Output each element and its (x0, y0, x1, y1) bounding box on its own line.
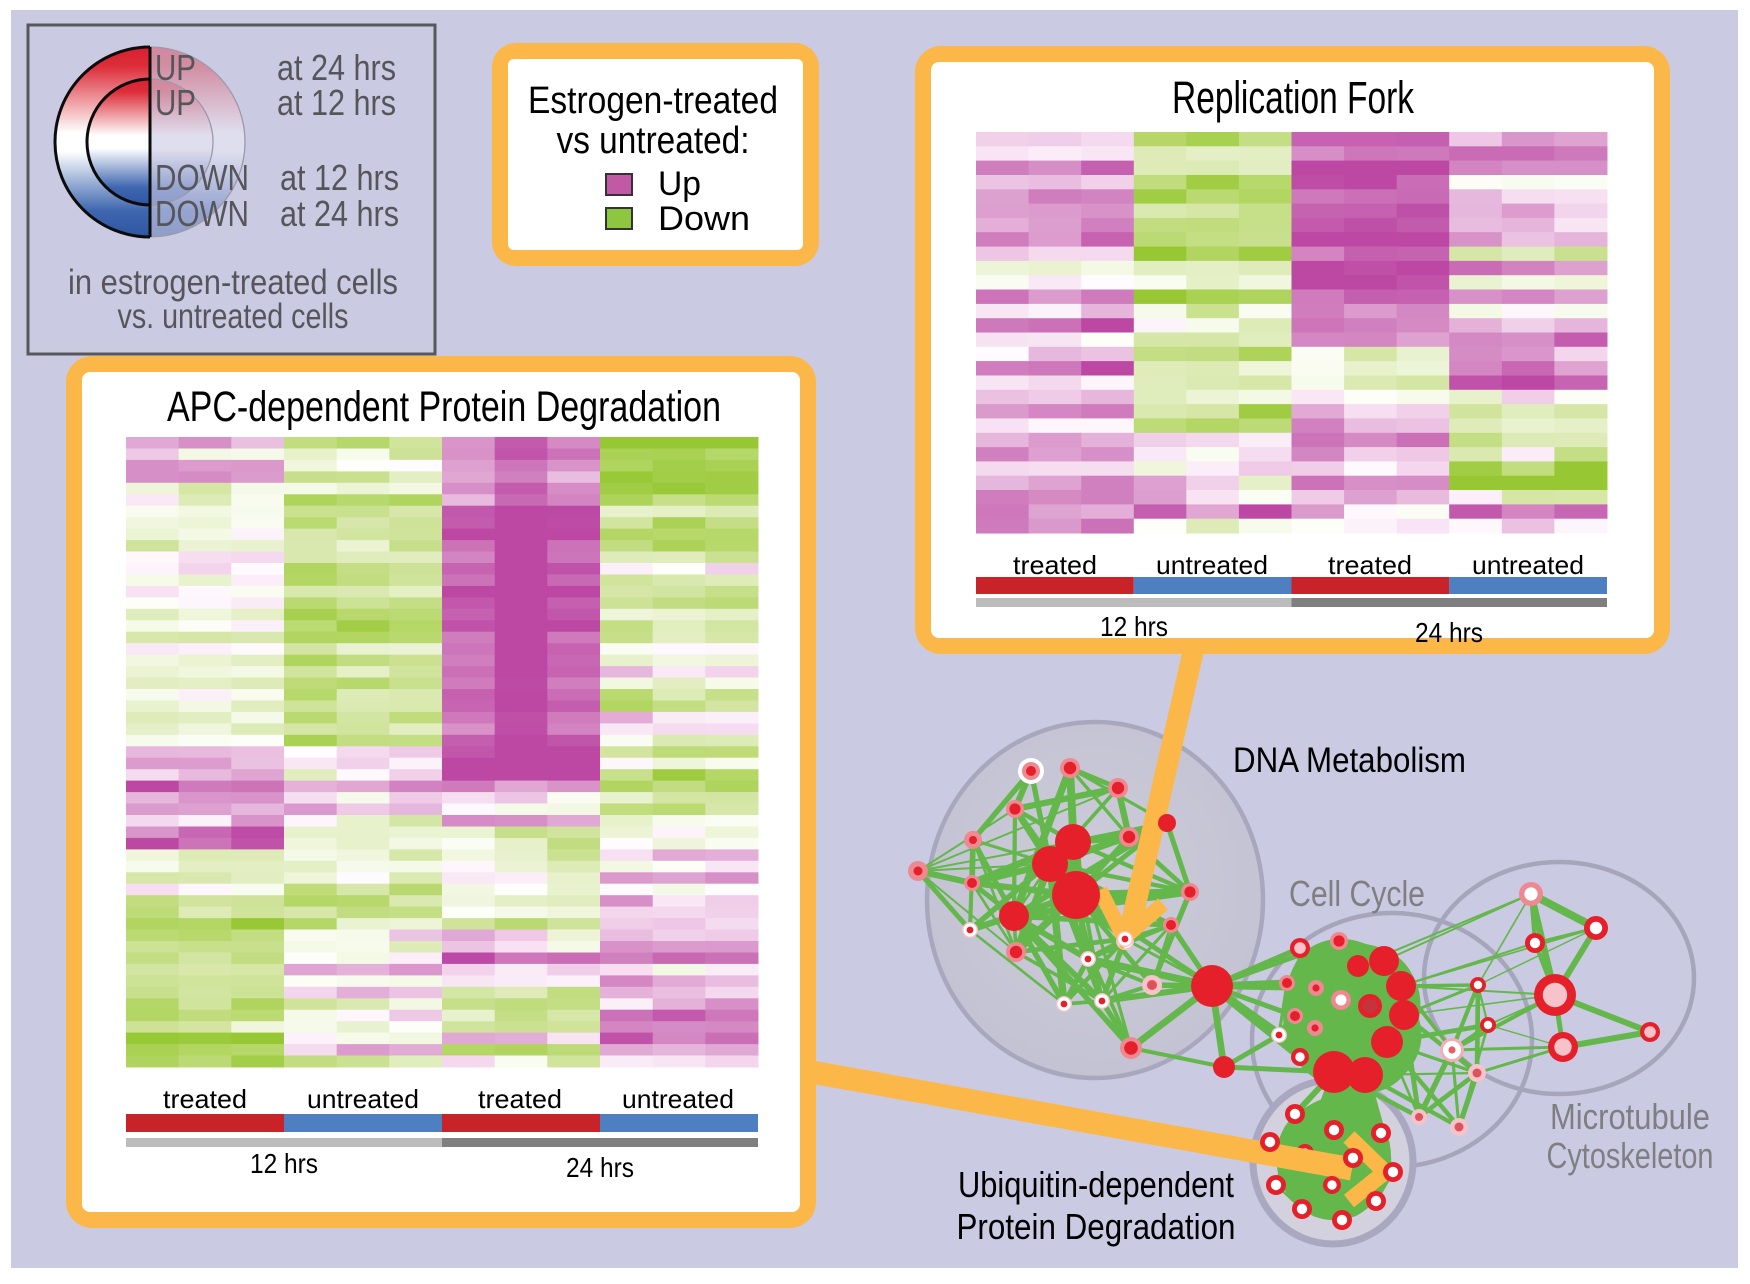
svg-text:12 hrs: 12 hrs (250, 1148, 318, 1179)
svg-text:vs untreated:: vs untreated: (557, 120, 750, 162)
svg-text:treated: treated (1328, 550, 1412, 580)
svg-text:UP: UP (155, 47, 196, 88)
svg-text:Replication Fork: Replication Fork (1172, 72, 1414, 123)
svg-text:APC-dependent Protein Degradat: APC-dependent Protein Degradation (167, 383, 721, 431)
svg-text:24 hrs: 24 hrs (566, 1152, 634, 1183)
svg-text:untreated: untreated (307, 1084, 419, 1114)
svg-text:untreated: untreated (622, 1084, 734, 1114)
svg-text:untreated: untreated (1472, 550, 1584, 580)
svg-text:DOWN: DOWN (155, 193, 249, 234)
svg-text:at 24 hrs: at 24 hrs (277, 47, 396, 88)
svg-text:treated: treated (478, 1084, 562, 1114)
svg-text:Protein Degradation: Protein Degradation (957, 1206, 1236, 1247)
svg-text:in estrogen-treated cells: in estrogen-treated cells (68, 263, 398, 302)
svg-text:Ubiquitin-dependent: Ubiquitin-dependent (958, 1164, 1234, 1205)
svg-text:Down: Down (658, 200, 750, 238)
svg-text:treated: treated (163, 1084, 247, 1114)
svg-text:Estrogen-treated: Estrogen-treated (528, 80, 778, 122)
svg-text:at 24 hrs: at 24 hrs (280, 193, 399, 234)
svg-text:at 12 hrs: at 12 hrs (277, 82, 396, 123)
svg-text:Microtubule: Microtubule (1550, 1096, 1710, 1137)
svg-text:Up: Up (658, 165, 701, 203)
svg-text:treated: treated (1013, 550, 1097, 580)
svg-text:at 12 hrs: at 12 hrs (280, 157, 399, 198)
svg-text:12 hrs: 12 hrs (1100, 611, 1168, 642)
svg-text:Cell Cycle: Cell Cycle (1289, 873, 1425, 914)
svg-text:vs. untreated cells: vs. untreated cells (118, 297, 349, 336)
svg-text:UP: UP (155, 82, 196, 123)
svg-text:24 hrs: 24 hrs (1415, 617, 1483, 648)
svg-text:DOWN: DOWN (155, 157, 249, 198)
svg-text:untreated: untreated (1156, 550, 1268, 580)
svg-text:DNA Metabolism: DNA Metabolism (1233, 741, 1466, 780)
svg-text:Cytoskeleton: Cytoskeleton (1547, 1135, 1714, 1176)
